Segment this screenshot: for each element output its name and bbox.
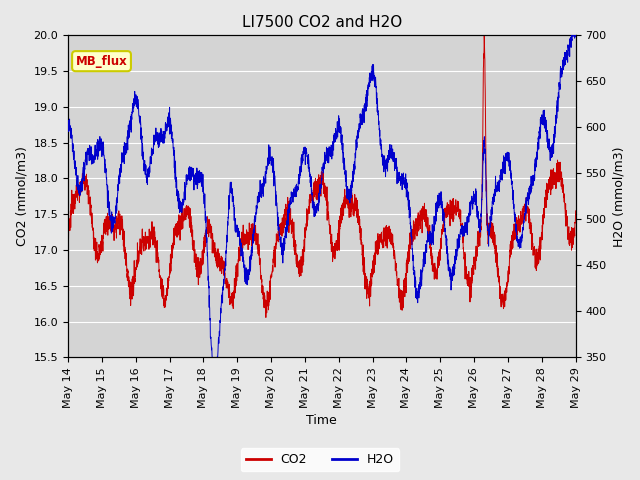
Legend: CO2, H2O: CO2, H2O [241,448,399,471]
Text: MB_flux: MB_flux [76,55,127,68]
Y-axis label: CO2 (mmol/m3): CO2 (mmol/m3) [15,146,28,246]
X-axis label: Time: Time [307,414,337,427]
Title: LI7500 CO2 and H2O: LI7500 CO2 and H2O [242,15,402,30]
Y-axis label: H2O (mmol/m3): H2O (mmol/m3) [612,146,625,247]
